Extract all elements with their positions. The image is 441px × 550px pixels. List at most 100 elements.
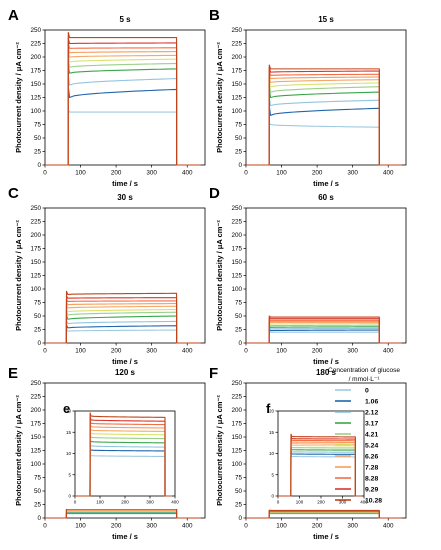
inset-e: e 0 100 200 300 400 0 5 10 15 20	[59, 397, 181, 509]
panel-D-series-line-0	[246, 331, 402, 344]
panel-A-ytick-label: 50	[34, 135, 42, 142]
panel-C-ytick-label: 0	[37, 340, 41, 347]
panel-E-xtick-label: 300	[146, 522, 157, 529]
legend-label: 5.24	[365, 443, 378, 450]
panel-A-xtick-label: 100	[75, 169, 86, 176]
panel-A-series-line-10_28	[45, 31, 201, 166]
panel-E-ytick-label: 100	[30, 461, 41, 468]
panel-E-ytick-label: 75	[34, 475, 42, 482]
panel-D-xtick-label: 200	[312, 347, 323, 354]
panel-B-ytick-label: 50	[235, 135, 243, 142]
panel-B-series-line-4_21	[246, 83, 402, 166]
panel-E-xtick-label: 200	[111, 522, 122, 529]
panel-E: E 120 s0 100 200 300 400025507510012515017520…	[8, 365, 206, 541]
inset-e-series-line-4_21	[75, 434, 172, 497]
panel-B-xtick-label: 0	[244, 169, 248, 176]
inset-f-xtick-label: 0	[277, 500, 280, 505]
panel-D-series-line-7_28	[246, 319, 402, 344]
panel-A-ytick-label: 250	[30, 27, 41, 34]
inset-f-series-line-7_28	[278, 439, 362, 497]
inset-f-xtick-label: 300	[339, 500, 347, 505]
inset-f-series-line-3_17	[278, 447, 362, 497]
panel-B-ytick-label: 100	[231, 108, 242, 115]
panel-C-series-line-3_17	[45, 314, 201, 344]
legend-label: 2.12	[365, 410, 378, 417]
panel-title: 30 s	[117, 193, 133, 202]
panel-A-xtick-label: 0	[43, 169, 47, 176]
panel-letter: D	[209, 185, 220, 202]
inset-f-ytick-label: 15	[269, 430, 275, 435]
legend-title-line1: Concentration of glucose	[328, 367, 400, 374]
panel-B-ytick-label: 125	[231, 95, 242, 102]
panel-F-xtick-label: 300	[347, 522, 358, 529]
panel-F-ytick-label: 0	[238, 515, 242, 522]
inset-f-series-line-9_29	[278, 435, 362, 497]
inset-e-xtick-label: 100	[96, 500, 104, 505]
panel-A-ylabel: Photocurrent density / μA cm⁻²	[14, 42, 23, 153]
panel-B-series-line-8_28	[246, 70, 402, 166]
panel-F-xtick-label: 0	[244, 522, 248, 529]
panel-A-ytick-label: 150	[30, 81, 41, 88]
panel-D-xtick-label: 0	[244, 347, 248, 354]
panel-D-series-line-10_28	[246, 315, 402, 344]
inset-f-xtick-label: 200	[317, 500, 325, 505]
legend-label: 7.28	[365, 465, 378, 472]
panel-A-xlabel: time / s	[112, 179, 138, 188]
panel-D: D 60 s 0 100 200 300 400 0 25 50 75 100 125 150 175 200…	[209, 185, 407, 366]
panel-F-ytick-label: 175	[231, 421, 242, 428]
panel-A-ytick-label: 125	[30, 95, 41, 102]
panel-F-xtick-label: 200	[312, 522, 323, 529]
panel-letter: F	[209, 365, 218, 382]
inset-e-series-line-8_28	[75, 419, 172, 497]
legend-items: 0 1.06 2.12 3.17 4.21 5.24 6.26 7.28 8.28 9.29 10.…	[335, 388, 382, 505]
panel-C-xlabel: time / s	[112, 357, 138, 366]
panel-C-ytick-label: 175	[30, 246, 41, 253]
panel-B-series-line-9_29	[246, 66, 402, 166]
panel-D-xtick-label: 300	[347, 347, 358, 354]
panel-F-xlabel: time / s	[313, 532, 339, 541]
panel-B-ytick-label: 150	[231, 81, 242, 88]
panel-F-series-line-10_28	[246, 509, 402, 519]
panel-C-ytick-label: 250	[30, 205, 41, 212]
panel-C-series-line-9_29	[45, 295, 201, 344]
inset-f: f 0 100 200 300 400 0 5 10 15 20	[262, 397, 370, 509]
panel-E-xtick-label: 100	[75, 522, 86, 529]
inset-e-ytick-label: 15	[66, 430, 72, 435]
panel-B-ylabel: Photocurrent density / μA cm⁻²	[215, 42, 224, 153]
panel-C: C 30 s 0 100 200 300 400 0 25 50 75 100 125 150 175 200…	[8, 185, 206, 366]
panel-C-series-line-10_28	[45, 290, 201, 344]
panel-E-ytick-label: 200	[30, 407, 41, 414]
panel-C-xtick-label: 400	[182, 347, 193, 354]
panel-B-ytick-label: 0	[238, 162, 242, 169]
panel-B-ytick-label: 200	[231, 54, 242, 61]
panel-A-xtick-label: 200	[111, 169, 122, 176]
panel-C-series-line-2_12	[45, 319, 201, 344]
inset-f-ytick-label: 20	[269, 409, 275, 414]
panel-E-ytick-label: 225	[30, 394, 41, 401]
panel-B: B 15 s 0 100 200 300 400 0 25 50 75 100 125 150 175 200…	[209, 7, 407, 188]
panel-F-ytick-label: 125	[231, 448, 242, 455]
inset-e-series-line-2_12	[75, 443, 172, 497]
panel-D-ytick-label: 50	[235, 313, 243, 320]
inset-background	[59, 397, 181, 509]
panel-title: 5 s	[119, 15, 131, 24]
panel-C-xtick-label: 200	[111, 347, 122, 354]
legend-label: 0	[365, 388, 369, 395]
inset-f-series-line-2_12	[278, 449, 362, 497]
panel-A-xtick-label: 300	[146, 169, 157, 176]
panel-E-ytick-label: 125	[30, 448, 41, 455]
panel-D-ytick-label: 250	[231, 205, 242, 212]
panel-D-ytick-label: 125	[231, 273, 242, 280]
legend-label: 8.28	[365, 476, 378, 483]
panel-D-series-line-5_24	[246, 322, 402, 344]
panel-A-series-line-8_28	[45, 42, 201, 166]
panel-C-series-line-8_28	[45, 298, 201, 344]
panel-B-series-line-3_17	[246, 88, 402, 166]
panel-A-ytick-label: 225	[30, 41, 41, 48]
panel-D-series-line-1_06	[246, 328, 402, 344]
inset-f-series-line-6_26	[278, 441, 362, 497]
panel-B-series-line-10_28	[246, 64, 402, 166]
panel-D-series-line-3_17	[246, 325, 402, 344]
inset-f-series-line-5_24	[278, 442, 362, 497]
